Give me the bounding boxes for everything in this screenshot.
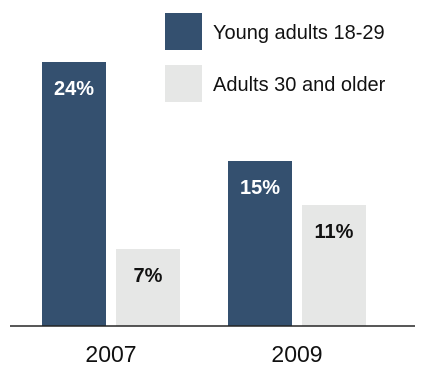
data-label-2009-series-1: 15% — [240, 177, 280, 199]
legend-swatch-series-2 — [165, 65, 202, 102]
legend-swatch-series-1 — [165, 13, 202, 50]
bar-2007-series-2 — [116, 249, 180, 326]
data-label-2009-series-2: 11% — [315, 221, 354, 243]
bar-2009-series-2 — [302, 205, 366, 326]
legend-label-series-2: Adults 30 and older — [213, 74, 386, 96]
x-tick-label-2009: 2009 — [271, 341, 322, 367]
bar-2009-series-1 — [228, 161, 292, 326]
legend-label-series-1: Young adults 18-29 — [213, 22, 385, 44]
bar-2007-series-1 — [42, 62, 106, 326]
data-label-2007-series-1: 24% — [54, 78, 94, 100]
x-tick-label-2007: 2007 — [85, 341, 136, 367]
data-label-2007-series-2: 7% — [134, 265, 163, 287]
